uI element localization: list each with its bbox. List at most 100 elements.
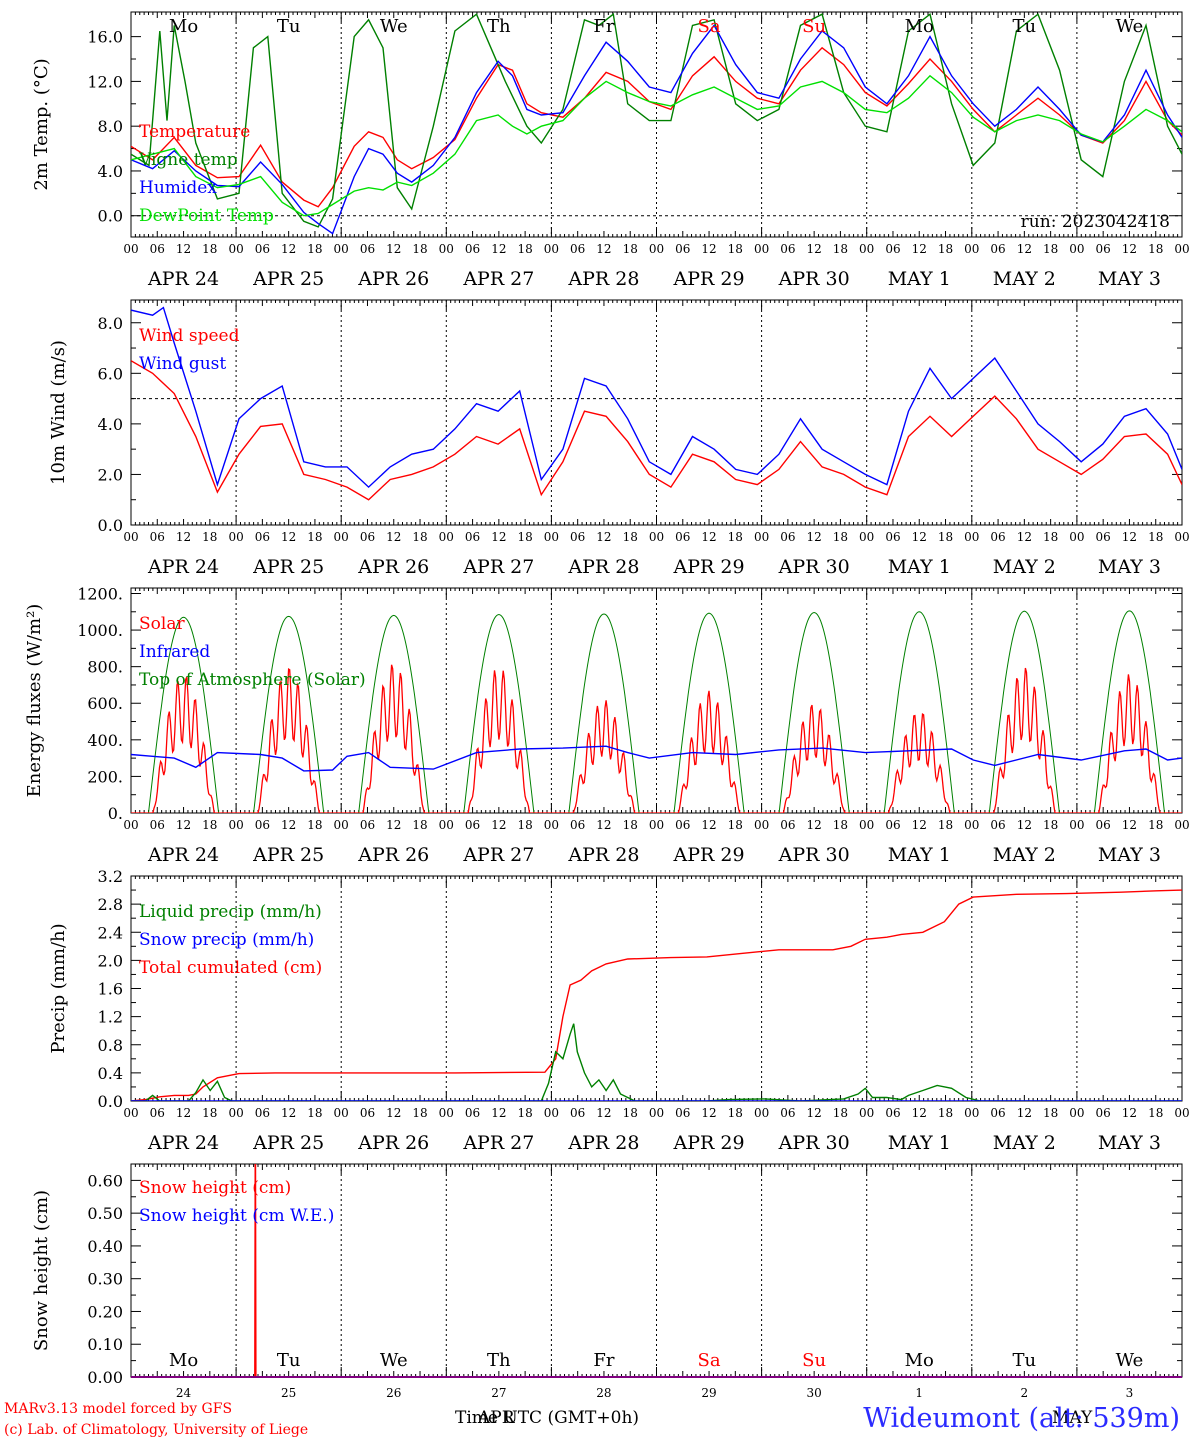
hour-label: 00 <box>544 242 559 256</box>
date-label: APR 25 <box>252 1132 324 1154</box>
hour-label: 12 <box>281 530 296 544</box>
hour-label: 00 <box>123 818 138 832</box>
legend-item: Top of Atmosphere (Solar) <box>139 670 366 690</box>
hour-label: 12 <box>386 530 401 544</box>
legend-item: Infrared <box>139 642 210 662</box>
y-tick-label: 1.6 <box>98 980 123 999</box>
hour-label: 12 <box>807 242 822 256</box>
hour-label: 00 <box>228 818 243 832</box>
hour-label: 18 <box>202 1106 217 1120</box>
legend-item: Temperature <box>139 122 250 142</box>
hour-label: 00 <box>649 530 664 544</box>
hour-label: 12 <box>1017 1106 1032 1120</box>
weekday-label: Mo <box>905 1350 934 1371</box>
hour-label: 18 <box>623 818 638 832</box>
hour-label: 06 <box>360 1106 375 1120</box>
hour-label: 00 <box>964 530 979 544</box>
series-infrared <box>131 745 1182 772</box>
date-label: MAY 1 <box>888 268 951 290</box>
date-label: APR 28 <box>567 844 639 866</box>
hour-label: 12 <box>176 818 191 832</box>
station-label: Wideumont (alt: 539m) <box>863 1403 1180 1434</box>
date-label: APR 24 <box>147 844 219 866</box>
hour-label: 12 <box>1122 530 1137 544</box>
date-label: APR 30 <box>778 1132 850 1154</box>
y-tick-label: 200. <box>87 767 123 786</box>
hour-label: 18 <box>202 818 217 832</box>
y-axis-label: Energy fluxes (W/m²) <box>24 604 45 798</box>
y-tick-label: 0.8 <box>98 1036 123 1055</box>
y-tick-label: 1000. <box>77 621 123 640</box>
date-label: MAY 3 <box>1098 556 1161 578</box>
hour-label: 18 <box>938 242 953 256</box>
hour-label: 06 <box>360 530 375 544</box>
hour-label: 00 <box>439 1106 454 1120</box>
hour-label: 00 <box>1069 242 1084 256</box>
hour-label: 12 <box>596 818 611 832</box>
series-humidex <box>131 24 1182 235</box>
hour-label: 00 <box>544 818 559 832</box>
hour-label: 12 <box>386 242 401 256</box>
hour-label: 12 <box>491 530 506 544</box>
series-liquid-precip-mm-h- <box>131 1023 1182 1101</box>
weekday-label: Th <box>487 1350 511 1371</box>
day-number-label: 30 <box>807 1386 822 1400</box>
hour-label: 06 <box>570 1106 585 1120</box>
day-number-label: 27 <box>491 1386 506 1400</box>
hour-label: 00 <box>123 242 138 256</box>
legend-item: Vigne temp <box>138 150 238 170</box>
series-total-cumulated-cm- <box>131 889 1182 1101</box>
hour-label: 00 <box>334 818 349 832</box>
hour-label: 18 <box>1148 1106 1163 1120</box>
y-axis-label: Precip (mm/h) <box>48 923 69 1053</box>
hour-label: 06 <box>465 1106 480 1120</box>
hour-label: 12 <box>912 1106 927 1120</box>
hour-label: 00 <box>1174 818 1189 832</box>
date-label: APR 27 <box>462 1132 534 1154</box>
date-label: APR 26 <box>357 844 429 866</box>
hour-label: 00 <box>649 242 664 256</box>
day-number-label: 28 <box>596 1386 611 1400</box>
hour-label: 12 <box>807 818 822 832</box>
date-label: APR 25 <box>252 844 324 866</box>
date-label: MAY 3 <box>1098 1132 1161 1154</box>
legend-item: DewPoint Temp <box>139 206 274 226</box>
y-tick-label: 1.2 <box>98 1008 123 1027</box>
y-axis-label: Snow height (cm) <box>31 1190 52 1351</box>
hour-label: 06 <box>675 818 690 832</box>
day-number-label: 29 <box>701 1386 716 1400</box>
hour-label: 06 <box>675 1106 690 1120</box>
day-number-label: 3 <box>1126 1386 1134 1400</box>
run-label: run: 2023042418 <box>1021 212 1170 232</box>
hour-label: 12 <box>281 242 296 256</box>
series-solar <box>131 664 1182 813</box>
hour-label: 00 <box>964 1106 979 1120</box>
date-label: APR 24 <box>147 268 219 290</box>
day-number-label: 24 <box>176 1386 192 1400</box>
hour-label: 00 <box>1069 818 1084 832</box>
series-vigne-temp <box>131 12 1182 228</box>
y-tick-label: 0.0 <box>98 1092 123 1111</box>
hour-label: 06 <box>780 1106 795 1120</box>
series-group <box>131 306 1182 501</box>
hour-label: 06 <box>465 530 480 544</box>
hour-label: 12 <box>701 530 716 544</box>
hour-label: 12 <box>1017 530 1032 544</box>
date-label: APR 29 <box>673 844 745 866</box>
hour-label: 06 <box>885 1106 900 1120</box>
hour-label: 00 <box>859 530 874 544</box>
y-tick-label: 0.0 <box>98 516 123 535</box>
hour-label: 18 <box>1148 818 1163 832</box>
weekday-label: Tu <box>277 16 301 37</box>
hour-label: 06 <box>360 818 375 832</box>
y-tick-label: 16.0 <box>87 28 123 47</box>
hour-label: 06 <box>255 530 270 544</box>
hour-label: 00 <box>439 818 454 832</box>
hour-label: 00 <box>439 530 454 544</box>
hour-label: 00 <box>123 530 138 544</box>
legend-item: Snow precip (mm/h) <box>139 930 314 950</box>
date-label: MAY 1 <box>888 1132 951 1154</box>
y-tick-label: 0.60 <box>87 1171 123 1190</box>
x-axis-month-apr: APR <box>477 1408 516 1428</box>
hour-label: 18 <box>517 1106 532 1120</box>
